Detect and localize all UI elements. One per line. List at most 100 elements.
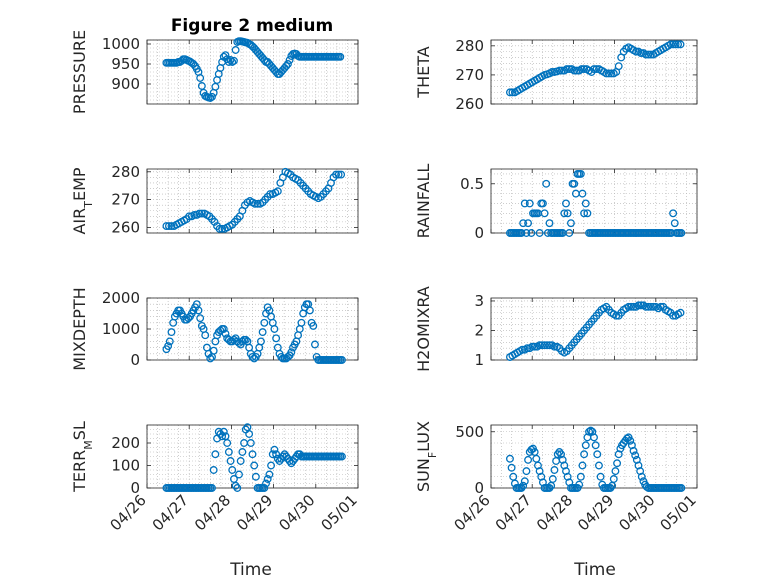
data-point (586, 426, 595, 435)
y-axis-label: SUNFLUX (414, 421, 439, 492)
data-point (309, 321, 318, 330)
data-point (167, 222, 176, 230)
data-point (671, 40, 680, 49)
data-point (507, 463, 516, 472)
subplot-3: 260 270 280 AIRTEMP (70, 163, 359, 236)
data-point (548, 68, 556, 76)
data-point (211, 450, 220, 459)
y-tick-label: 0 (474, 224, 484, 242)
data-point (253, 199, 262, 208)
data-point (545, 484, 554, 492)
data-point (581, 199, 590, 208)
data-point (578, 461, 587, 470)
y-tick-label: 2 (474, 321, 484, 339)
axes-box (146, 39, 359, 105)
data-point (666, 40, 675, 49)
y-tick-label: 900 (111, 75, 140, 93)
data-point (540, 341, 549, 350)
data-point (583, 209, 592, 218)
x-tick-label: 05/01 (657, 491, 700, 534)
data-point (624, 302, 633, 311)
data-point (209, 346, 218, 355)
data-point (676, 40, 685, 49)
data-point (221, 51, 230, 60)
data-point (506, 454, 514, 463)
data-point (540, 209, 549, 218)
data-point (545, 219, 554, 228)
data-point (236, 457, 245, 465)
data-point (528, 342, 537, 351)
data-point (593, 450, 602, 459)
data-point (592, 65, 601, 74)
data-point (219, 427, 228, 436)
y-tick-label: 260 (455, 95, 484, 113)
data-point (644, 302, 653, 311)
data-point (614, 62, 623, 71)
data-point (560, 209, 569, 218)
data-point (607, 69, 616, 78)
data-point (522, 229, 531, 237)
data-point (266, 190, 275, 198)
x-tick-label: 04/27 (492, 491, 535, 534)
subplot-5: 0 1000 2000 MIXDEPTH (70, 287, 359, 371)
y-tick-label: 500 (455, 423, 484, 441)
data-point (185, 212, 194, 221)
data-point (629, 302, 638, 311)
data-point (519, 219, 528, 228)
data-point (669, 40, 678, 49)
data-point (676, 308, 685, 317)
data-point (228, 58, 237, 66)
data-point (223, 439, 232, 447)
data-point (336, 52, 345, 61)
data-point (263, 475, 272, 483)
data-point (210, 217, 219, 226)
data-point (517, 484, 526, 492)
data-point (517, 229, 526, 237)
axes-box (146, 424, 359, 489)
data-point (273, 187, 282, 196)
data-point (644, 50, 653, 59)
data-point (165, 337, 174, 346)
data-point (226, 457, 235, 465)
data-point (338, 452, 346, 461)
data-point (585, 427, 594, 436)
data-point (527, 229, 536, 237)
data-point (637, 301, 645, 310)
data-point (224, 58, 233, 66)
axes-box (490, 297, 698, 361)
data-point (590, 65, 598, 74)
data-point (594, 461, 603, 470)
data-point (337, 170, 346, 179)
data-point (226, 56, 235, 64)
y-tick-label: 260 (111, 218, 140, 236)
data-point (209, 466, 218, 474)
y-axis-label: PRESSURE (70, 30, 89, 114)
data-point (311, 340, 319, 349)
data-point (565, 229, 574, 237)
axes-box (490, 39, 698, 105)
data-point (338, 356, 346, 364)
data-point (272, 334, 281, 343)
y-tick-label: 1000 (102, 35, 140, 53)
data-point (233, 484, 242, 492)
data-point (250, 461, 259, 470)
data-point (563, 209, 572, 218)
x-axis-label-left: Time (229, 560, 272, 580)
x-tick-label: 04/28 (191, 491, 234, 534)
y-tick-label: 280 (455, 37, 484, 55)
data-point (251, 199, 259, 208)
data-point (646, 50, 655, 59)
data-point (268, 450, 277, 459)
data-point (522, 467, 531, 476)
data-point (195, 209, 204, 218)
data-point (190, 210, 199, 219)
y-axis-label: THETA (414, 46, 433, 98)
y-tick-label: 950 (111, 55, 140, 73)
data-point (251, 472, 260, 481)
data-point (632, 47, 640, 56)
data-point (580, 450, 589, 459)
data-point (224, 448, 233, 456)
